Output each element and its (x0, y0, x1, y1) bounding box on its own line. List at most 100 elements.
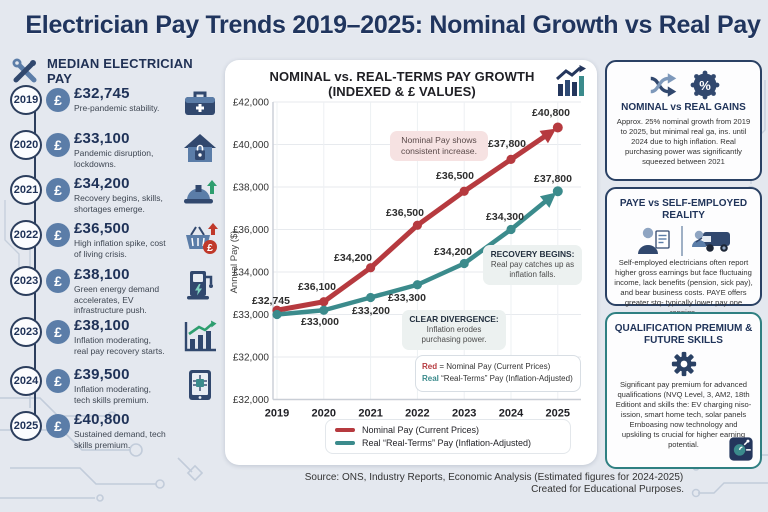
svg-text:2025: 2025 (546, 408, 570, 420)
pay-description: High inflation spike, cost of living cri… (74, 238, 166, 259)
svg-text:2019: 2019 (265, 408, 289, 420)
svg-text:£32,745: £32,745 (252, 295, 290, 307)
panel-body: Self-employed electricians often report … (614, 258, 753, 317)
svg-text:£37,800: £37,800 (534, 173, 572, 185)
page-title: Electrician Pay Trends 2019–2025: Nomina… (25, 11, 761, 39)
pay-description: Pre-pandemic stability. (74, 103, 160, 113)
purpose-note: Created for Educational Purposes. (531, 484, 684, 495)
hardhat-up-icon (182, 177, 220, 211)
inline-legend-row: Real “Real-Terms” Pay (Inflation-Adjuste… (422, 374, 573, 384)
panel-paye-vs-self-employed: PAYE vs SELF-EMPLOYED REALITY Self-emplo… (605, 187, 762, 317)
panel-icons (614, 350, 753, 378)
svg-text:£36,100: £36,100 (298, 281, 336, 293)
pay-description: Recovery begins, skills, shortages emerg… (74, 193, 163, 214)
van-driver-icon (691, 225, 732, 256)
svg-text:£36,500: £36,500 (436, 170, 474, 182)
sidebar-title: MEDIAN ELECTRICIAN PAY (47, 56, 193, 86)
inline-legend: Red = Nominal Pay (Current Prices) Real … (415, 355, 581, 392)
icon-divider (681, 225, 683, 256)
pay-value: £38,100 (74, 317, 130, 334)
pay-value: £33,100 (74, 130, 130, 147)
pay-value: £32,745 (74, 85, 130, 102)
pay-description: Green energy demand accelerates, EV infr… (74, 284, 160, 316)
percent-badge-icon: % (690, 70, 720, 100)
timeline-entry: 2023 £ £38,100 Inflation moderating, real p… (10, 317, 220, 356)
svg-text:£33,000: £33,000 (233, 310, 270, 321)
svg-text:£33,200: £33,200 (352, 305, 390, 317)
pound-badge-icon: £ (46, 414, 70, 438)
tech-chip-icon (728, 436, 754, 462)
panel-icons: % (614, 70, 753, 100)
timeline-entry: 2020 £ £33,100 Pandemic disruption, lockdow… (10, 130, 220, 169)
panel-qualification-premium: QUALIFICATION PREMIUM & FUTURE SKILLS Si… (605, 312, 762, 469)
chart-title-main: NOMINAL vs. REAL-TERMS PAY GROWTH (269, 69, 535, 84)
basket-inflation-icon: £ (182, 222, 220, 256)
legend-item-real: Real “Real-Terms” Pay (Inflation-Adjuste… (335, 438, 561, 448)
svg-text:£40,000: £40,000 (233, 140, 270, 151)
timeline-line (34, 100, 36, 430)
panel-icons (614, 225, 753, 256)
svg-text:£42,000: £42,000 (233, 98, 270, 109)
timeline-entry: 2024 £ £39,500 Inflation moderating, tech s… (10, 366, 220, 405)
pound-badge-icon: £ (46, 320, 70, 344)
timeline-year: 2023 (10, 317, 42, 347)
employee-document-icon (635, 225, 672, 256)
pay-description: Sustained demand, tech skills premium. (74, 429, 166, 450)
timeline-year: 2020 (10, 130, 42, 160)
source-note: Source: ONS, Industry Reports, Economic … (304, 472, 684, 483)
svg-text:Annual Pay ($): Annual Pay ($) (229, 231, 240, 294)
svg-text:2024: 2024 (499, 408, 524, 420)
annotation-nominal-increase: Nominal Pay shows consistent increase. (390, 131, 488, 162)
svg-text:£33,000: £33,000 (301, 316, 339, 328)
house-lock-icon (182, 132, 220, 166)
nominal-line-swatch (335, 428, 355, 432)
shuffle-arrows-icon (647, 72, 681, 98)
svg-text:2023: 2023 (452, 408, 476, 420)
pay-description: Inflation moderating, real pay recovery … (74, 335, 165, 356)
timeline-year: 2021 (10, 175, 42, 205)
timeline-entry: 2021 £ £34,200 Recovery begins, skills, sho… (10, 175, 220, 214)
panel-body: Approx. 25% nominal growth from 2019 to … (616, 117, 751, 167)
svg-text:2022: 2022 (405, 408, 429, 420)
timeline-year: 2023 (10, 266, 42, 296)
svg-text:£32,000: £32,000 (233, 353, 270, 364)
timeline-year: 2022 (10, 220, 42, 250)
pound-badge-icon: £ (46, 133, 70, 157)
svg-text:£37,800: £37,800 (488, 138, 526, 150)
pound-badge-icon: £ (46, 369, 70, 393)
svg-text:%: % (699, 78, 711, 93)
pound-badge-icon: £ (46, 223, 70, 247)
pay-growth-plot: £42,000 £40,000 £38,000 £36,000 £34,000 £33,0… (229, 98, 581, 420)
panel-title: QUALIFICATION PREMIUM & FUTURE SKILLS (614, 323, 753, 346)
chart-up-icon (552, 65, 588, 99)
timeline-entry: 2025 £ £40,800 Sustained demand, tech skill… (10, 411, 220, 450)
panel-title: PAYE vs SELF-EMPLOYED REALITY (619, 198, 748, 221)
pay-value: £39,500 (74, 366, 130, 383)
svg-text:2021: 2021 (358, 408, 382, 420)
chart-card: NOMINAL vs. REAL-TERMS PAY GROWTH (INDEX… (225, 60, 597, 465)
chart-title-sub: (INDEXED & £ VALUES) (328, 84, 476, 100)
svg-text:£34,200: £34,200 (434, 246, 472, 258)
pound-badge-icon: £ (46, 178, 70, 202)
annotation-recovery-begins: RECOVERY BEGINS: Real pay catches up as … (483, 245, 582, 285)
panel-nominal-vs-real-gains: % NOMINAL vs REAL GAINS Approx. 25% nomi… (605, 60, 762, 181)
svg-text:£34,300: £34,300 (486, 211, 524, 223)
annotation-clear-divergence: CLEAR DIVERGENCE: Inflation erodes purch… (402, 310, 506, 350)
real-line-swatch (335, 441, 355, 445)
chip-tablet-icon (182, 368, 220, 402)
median-pay-sidebar: MEDIAN ELECTRICIAN PAY 2019 £ £32,745 Pre-p… (10, 56, 220, 476)
svg-text:£: £ (207, 242, 213, 254)
svg-text:£36,500: £36,500 (386, 207, 424, 219)
ev-charger-icon (182, 268, 220, 302)
pay-description: Inflation moderating, tech skills premiu… (74, 384, 152, 405)
svg-text:£38,000: £38,000 (233, 183, 270, 194)
panel-title: NOMINAL vs REAL GAINS (621, 102, 746, 113)
chart-title: NOMINAL vs. REAL-TERMS PAY GROWTH (INDEX… (255, 69, 549, 100)
pay-description: Pandemic disruption, lockdowns. (74, 148, 154, 169)
timeline-entry: 2019 £ £32,745 Pre-pandemic stability. (10, 85, 220, 121)
timeline-year: 2025 (10, 411, 42, 441)
svg-text:£32,000: £32,000 (233, 395, 270, 406)
inline-legend-row: Red = Nominal Pay (Current Prices) (422, 362, 551, 371)
timeline-entry: 2023 £ £38,100 Green energy demand accelera… (10, 266, 220, 316)
